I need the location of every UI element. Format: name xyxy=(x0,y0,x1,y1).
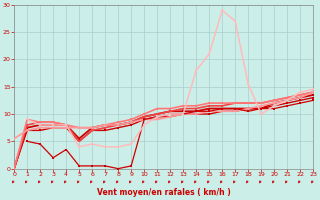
X-axis label: Vent moyen/en rafales ( km/h ): Vent moyen/en rafales ( km/h ) xyxy=(97,188,230,197)
